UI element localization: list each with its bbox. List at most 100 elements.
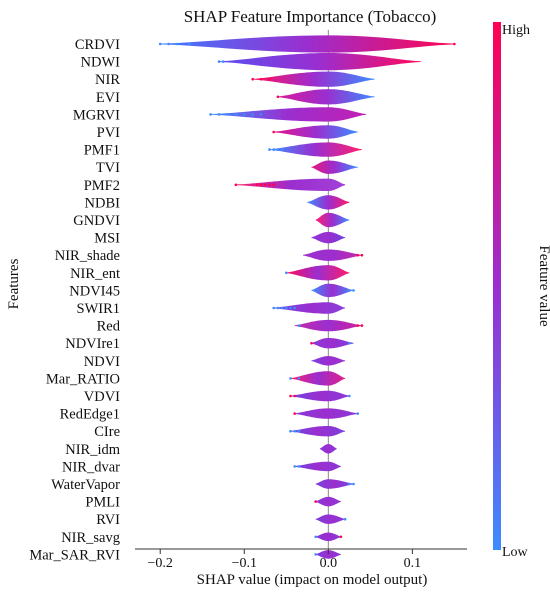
outlier-point	[167, 42, 170, 46]
feature-label: Red	[97, 319, 121, 335]
outlier-point	[234, 183, 238, 187]
violin-pvi	[273, 125, 358, 139]
feature-label: NIR	[95, 72, 120, 88]
outlier-point	[188, 42, 191, 46]
outlier-point	[263, 183, 267, 187]
outlier-point	[158, 42, 162, 46]
outlier-point	[255, 183, 259, 187]
violin-pmf2	[235, 178, 346, 191]
outlier-point	[352, 289, 355, 292]
outlier-point	[293, 394, 296, 398]
feature-label: PMF2	[84, 178, 120, 194]
outlier-point	[268, 148, 271, 151]
outlier-point	[314, 553, 318, 556]
outlier-point	[356, 324, 360, 327]
feature-label: MSI	[94, 231, 120, 247]
violin-nir-idm	[319, 444, 337, 454]
outlier-point	[356, 412, 360, 415]
colorbar-label: Feature value	[536, 245, 550, 327]
x-tick-label: 0.0	[320, 556, 338, 571]
feature-label: RVI	[96, 512, 120, 528]
outlier-point	[339, 535, 343, 539]
violin-swir1	[273, 302, 346, 314]
violin-cire	[290, 426, 346, 437]
violin-mgrvi	[210, 107, 367, 122]
violin-crdvi	[160, 35, 455, 53]
feature-label: CRDVI	[75, 37, 120, 53]
feature-label: NDVI	[84, 354, 120, 370]
x-tick-label: 0.1	[404, 556, 422, 571]
violin-ndwi	[219, 53, 421, 71]
outlier-point	[314, 500, 318, 503]
feature-label: RedEdge1	[60, 407, 120, 423]
outlier-point	[293, 306, 296, 310]
outlier-point	[217, 60, 221, 63]
feature-label: NIR_idm	[65, 442, 121, 458]
outlier-point	[360, 253, 364, 257]
colorbar-low-label: Low	[502, 545, 529, 560]
outlier-point	[348, 289, 351, 292]
feature-label: PVI	[97, 125, 121, 141]
feature-label: NIR_savg	[61, 530, 120, 546]
feature-label: NDVI45	[69, 283, 120, 299]
feature-label: VDVI	[84, 389, 120, 405]
feature-label: NIR_shade	[55, 248, 120, 264]
y-axis-label: Features	[6, 258, 22, 309]
outlier-point	[242, 113, 246, 116]
violin-mar-sar-rvi	[315, 550, 341, 559]
colorbar-high-label: High	[502, 23, 530, 38]
feature-label: CIre	[94, 424, 120, 440]
outlier-point	[352, 482, 355, 486]
outlier-point	[268, 77, 271, 81]
outlier-point	[297, 465, 301, 468]
outlier-point	[221, 60, 225, 63]
feature-label: NDWI	[81, 55, 121, 71]
violin-nir-shade	[303, 249, 362, 261]
outlier-point	[259, 113, 263, 116]
colorbar	[493, 22, 501, 550]
outlier-point	[272, 183, 275, 187]
violin-msi	[311, 231, 346, 244]
outlier-points	[158, 42, 456, 556]
outlier-point	[289, 429, 292, 433]
outlier-point	[360, 324, 364, 327]
outlier-point	[348, 394, 351, 398]
outlier-point	[234, 113, 238, 116]
feature-label: PMF1	[84, 143, 120, 159]
violin-ndvire1	[311, 338, 354, 349]
outlier-point	[348, 482, 351, 486]
outlier-point	[175, 42, 179, 46]
violin-rededge1	[294, 408, 358, 419]
x-tick-label: −0.2	[148, 556, 173, 571]
outlier-point	[226, 113, 229, 116]
outlier-point	[259, 183, 263, 187]
outlier-point	[297, 429, 301, 433]
outlier-point	[272, 148, 275, 151]
feature-label: NDBI	[85, 195, 121, 211]
outlier-point	[289, 306, 292, 310]
outlier-point	[297, 324, 301, 327]
outlier-point	[272, 306, 275, 310]
feature-label: NDVIre1	[65, 336, 120, 352]
outlier-point	[343, 517, 347, 521]
violin-vdvi	[290, 390, 350, 402]
violin-mar-ratio	[290, 371, 346, 386]
x-tick-label: −0.1	[232, 556, 257, 571]
plot-area	[158, 30, 456, 559]
feature-label: WaterVapor	[51, 477, 120, 493]
feature-label: Mar_RATIO	[46, 371, 120, 387]
outlier-point	[284, 306, 288, 310]
outlier-point	[289, 394, 292, 398]
feature-label: NIR_ent	[70, 266, 120, 282]
outlier-point	[348, 341, 351, 345]
x-axis-label: SHAP value (impact on model output)	[197, 572, 428, 588]
violin-red	[294, 319, 362, 332]
violin-ndvi45	[311, 283, 354, 298]
outlier-point	[356, 253, 360, 257]
violin-nir-ent	[286, 265, 350, 281]
outlier-point	[276, 95, 280, 99]
outlier-point	[251, 113, 254, 116]
